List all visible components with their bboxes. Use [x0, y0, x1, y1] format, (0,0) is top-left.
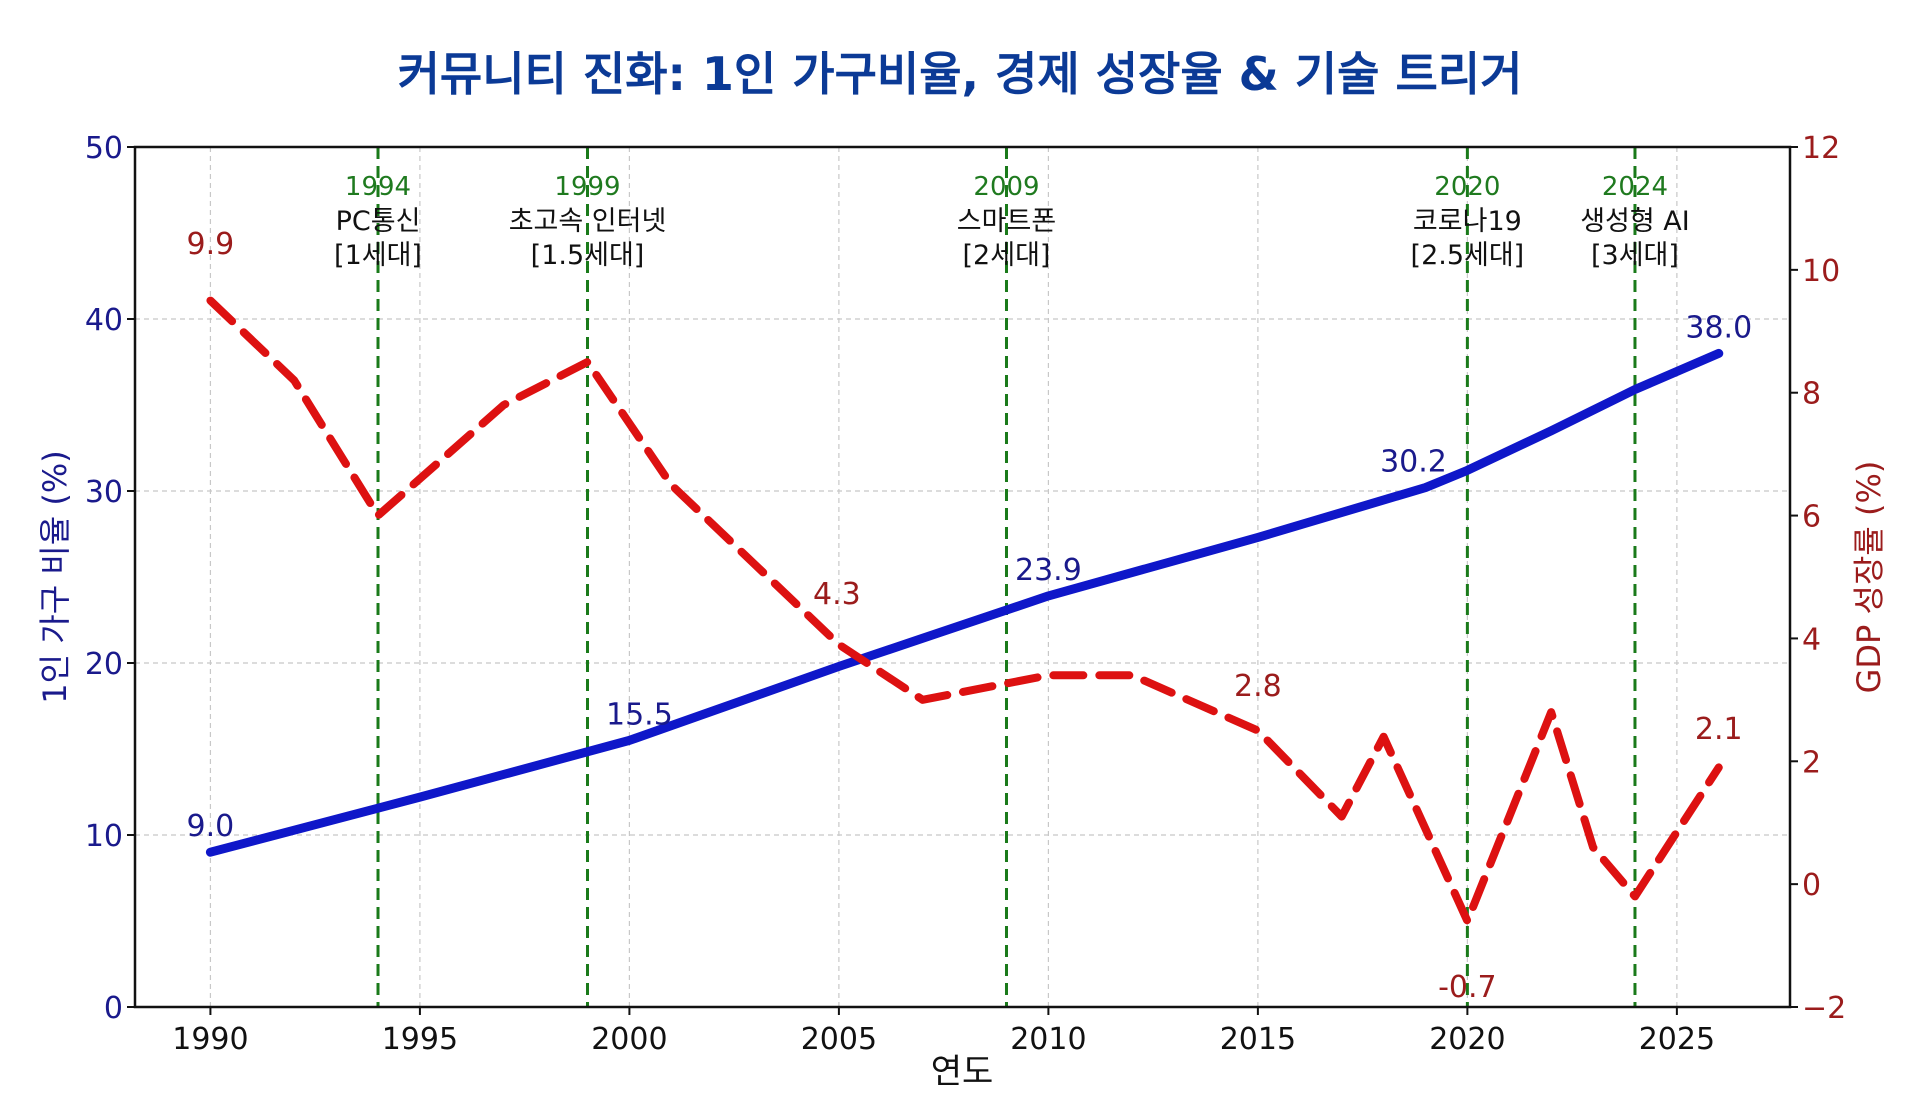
y-axis-right-label: GDP 성장률 (%): [1850, 461, 1888, 694]
x-tick-label: 2005: [801, 1022, 877, 1057]
x-tick-label: 2015: [1220, 1022, 1296, 1057]
trigger-name: PC통신: [336, 206, 421, 237]
x-tick-label: 2000: [591, 1022, 667, 1057]
y-axis-left-label: 1인 가구 비율 (%): [36, 450, 74, 703]
y-left-tick-label: 50: [85, 131, 123, 166]
x-tick-label: 2010: [1010, 1022, 1086, 1057]
data-label: 2.1: [1695, 712, 1743, 747]
y-right-tick-label: 12: [1802, 131, 1840, 166]
y-right-tick-label: 10: [1802, 254, 1840, 289]
trigger-year: 2009: [973, 172, 1039, 202]
trigger-generation: [2.5세대]: [1411, 240, 1525, 271]
data-label: 15.5: [606, 697, 673, 732]
y-right-tick-label: 6: [1802, 500, 1821, 535]
gdp-growth-line: [206, 296, 1723, 925]
y-right-tick-label: −2: [1802, 991, 1846, 1026]
data-label: 23.9: [1015, 553, 1082, 588]
data-label: 2.8: [1234, 669, 1282, 704]
trigger-year: 2020: [1434, 172, 1500, 202]
y-left-tick-label: 20: [85, 647, 123, 682]
data-label: 9.9: [187, 227, 235, 262]
x-tick-label: 1990: [172, 1022, 248, 1057]
x-axis-label: 연도: [931, 1052, 994, 1092]
chart-title: 커뮤니티 진화: 1인 가구비율, 경제 성장율 & 기술 트리거: [398, 47, 1523, 101]
data-label: 38.0: [1685, 310, 1752, 345]
trigger-name: 생성형 AI: [1580, 206, 1690, 237]
data-label: -0.7: [1438, 970, 1497, 1005]
data-label: 30.2: [1380, 445, 1447, 480]
trigger-year: 1999: [554, 172, 620, 202]
y-right-tick-label: 8: [1802, 377, 1821, 412]
y-left-tick-label: 0: [104, 991, 123, 1026]
axes: 1990 1995 2000 2005 2010 2015 2020 202501020304…: [85, 131, 1846, 1057]
data-label: 4.3: [813, 577, 861, 612]
trigger-name: 코로나19: [1413, 206, 1522, 237]
y-right-tick-label: 4: [1802, 622, 1821, 657]
x-tick-label: 2025: [1639, 1022, 1715, 1057]
trigger-generation: [1.5세대]: [531, 240, 645, 271]
y-right-tick-label: 0: [1802, 868, 1821, 903]
single-household-line: [205, 348, 1724, 857]
trigger-year: 1994: [345, 172, 411, 202]
x-tick-label: 2020: [1429, 1022, 1505, 1057]
trigger-name: 초고속 인터넷: [509, 206, 667, 237]
trigger-generation: [1세대]: [334, 240, 422, 271]
data-label: 9.0: [187, 809, 235, 844]
trigger-generation: [3세대]: [1591, 240, 1679, 271]
trigger-generation: [2세대]: [963, 240, 1051, 271]
y-left-tick-label: 30: [85, 475, 123, 510]
series: 9.0 15.5 23.9 30.2 38.0 9.9 4.3 2.8 -0.7 2.1: [187, 227, 1753, 1005]
plot-frame: [133, 145, 1792, 1009]
trigger-year: 2024: [1602, 172, 1668, 202]
x-tick-label: 1995: [382, 1022, 458, 1057]
y-left-tick-label: 10: [85, 819, 123, 854]
y-left-tick-label: 40: [85, 303, 123, 338]
trigger-name: 스마트폰: [957, 206, 1056, 237]
grid: [135, 147, 1790, 1007]
y-right-tick-label: 2: [1802, 745, 1821, 780]
